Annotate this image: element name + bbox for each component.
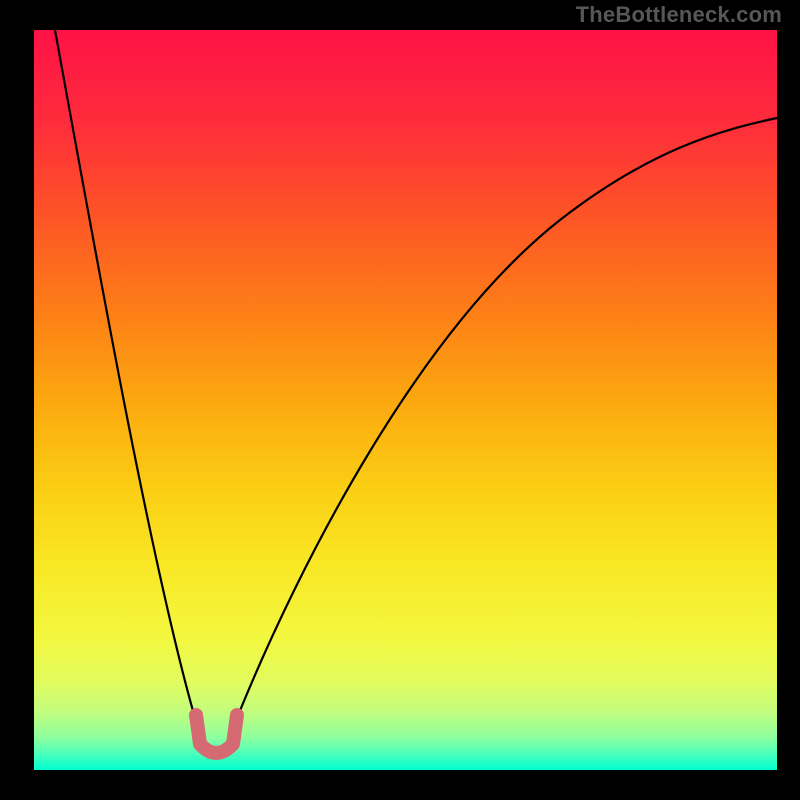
watermark-text: TheBottleneck.com <box>576 2 782 28</box>
image-root: TheBottleneck.com <box>0 0 800 800</box>
plot-background <box>34 30 777 770</box>
bottleneck-curve-chart <box>0 0 800 800</box>
